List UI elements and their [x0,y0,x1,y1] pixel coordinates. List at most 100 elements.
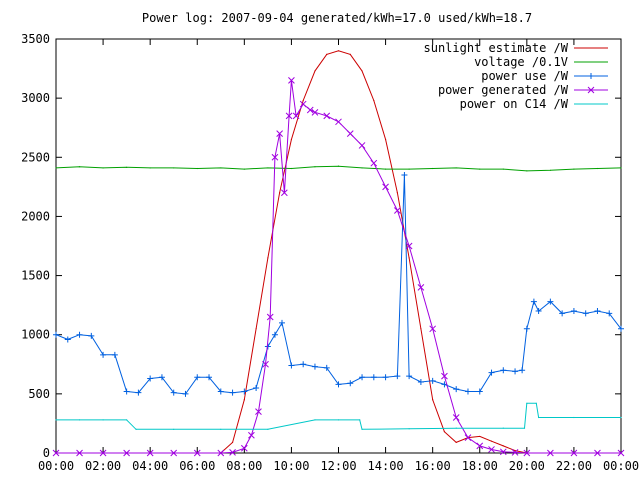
x-tick-label: 18:00 [462,459,498,473]
data-point [618,325,624,332]
series-2 [53,172,624,397]
data-point [502,445,504,447]
data-point [285,112,293,120]
data-point [255,408,262,415]
data-point [255,328,257,330]
data-point [455,427,457,429]
data-point [55,419,57,421]
data-point [335,118,342,126]
legend-label: power on C14 /W [460,97,569,111]
data-point [512,368,519,375]
x-tick-label: 08:00 [226,459,262,473]
data-point [78,419,81,421]
data-point [519,367,526,374]
data-point [302,99,304,102]
legend-label: power use /W [481,69,568,83]
legend-entry: power use /W [481,69,608,83]
data-point [382,374,389,381]
data-point [102,419,104,421]
data-point [147,375,154,382]
data-point [220,428,222,430]
data-point [432,399,434,401]
data-point [606,310,613,317]
data-point [490,440,493,442]
data-point [281,189,288,197]
data-point [455,441,457,443]
data-point [526,402,528,404]
legend-marker [587,86,595,94]
data-point [290,138,293,141]
chart-title: Power log: 2007-09-04 generated/kWh=17.0… [142,11,532,25]
data-point [158,374,165,381]
data-point [538,416,540,419]
data-point [452,414,460,421]
axis-layer: 0 500 1000 1500 2000 2500 3000 3500 00:00 02:00 04… [21,32,639,473]
data-point [479,168,481,170]
data-point [370,374,377,381]
data-point [267,257,269,259]
data-point [135,428,137,430]
data-point [231,441,234,443]
data-point [311,363,318,370]
data-point [464,434,472,441]
data-point [530,298,537,305]
data-point [111,351,118,358]
data-point [271,153,279,161]
data-point [582,310,589,317]
legend-entry: voltage /0.1V [474,55,608,69]
data-point [267,167,269,169]
data-point [170,389,177,396]
data-point [220,167,222,169]
y-tick-label: 2500 [21,150,50,164]
data-point [248,431,255,439]
data-point [358,142,366,149]
data-point [149,167,151,169]
data-point [417,379,424,386]
y-tick-label: 1500 [21,269,50,283]
data-point [549,169,551,171]
data-point [323,364,330,371]
data-point [359,419,361,421]
x-tick-label: 20:00 [509,459,545,473]
x-tick-label: 00:00 [38,459,74,473]
data-point [292,112,300,120]
data-point [276,130,283,137]
series-line [55,174,622,395]
data-point [408,428,410,430]
data-point [306,106,314,114]
data-point [523,449,531,457]
data-point [502,427,504,429]
x-tick-label: 14:00 [368,459,404,473]
data-point [373,99,375,102]
data-point [432,167,434,170]
data-point [401,172,408,179]
legend-entry: power generated /W [438,83,608,97]
data-point [288,77,295,84]
legend-label: sunlight estimate /W [424,41,569,55]
data-point [271,331,278,338]
data-point [361,70,363,72]
data-point [170,449,178,457]
series-layer [52,50,625,457]
data-point [337,165,340,167]
data-point [337,50,340,52]
y-tick-label: 0 [43,446,50,460]
data-point [243,399,245,401]
data-point [443,431,446,433]
series-4 [55,402,622,430]
series-1 [55,165,622,172]
data-point [384,138,387,141]
series-line [55,165,622,172]
series-0 [220,50,528,454]
data-point [394,373,401,380]
data-point [476,388,483,395]
data-point [100,351,107,358]
data-point [429,325,437,333]
data-point [241,388,248,395]
data-point [76,449,83,457]
data-point [53,331,59,338]
data-point [617,449,625,457]
data-point [464,388,471,395]
data-point [326,53,328,55]
